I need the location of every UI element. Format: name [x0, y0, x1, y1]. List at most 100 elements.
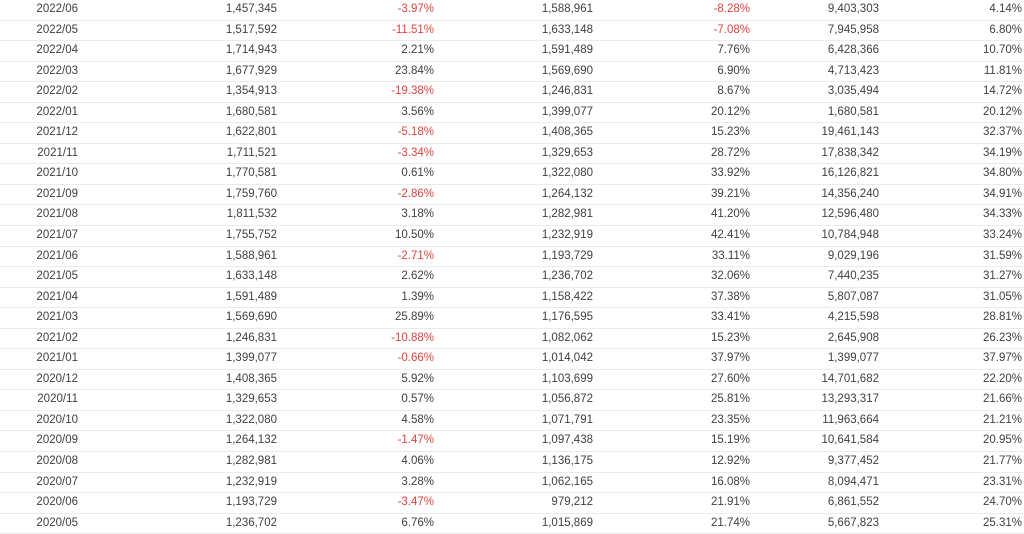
cumulative-value-cell: 14,356,240	[750, 184, 879, 206]
yoy-change-pct-cell: 33.41%	[593, 307, 750, 329]
prior-year-month-value-cell: 979,212	[434, 492, 593, 514]
table-row: 2022/02 1,354,913 -19.38% 1,246,831 8.67% 3,0…	[0, 81, 1024, 103]
mom-change-pct-cell: -3.47%	[277, 492, 434, 514]
month-cell: 2020/07	[0, 472, 78, 494]
table-row: 2021/05 1,633,148 2.62% 1,236,702 32.06% 7,44…	[0, 266, 1024, 288]
monthly-value-cell: 1,755,752	[78, 225, 277, 247]
cumulative-yoy-pct-cell: 33.24%	[879, 225, 1024, 247]
cumulative-value-cell: 9,029,196	[750, 246, 879, 268]
mom-change-pct-cell: -1.47%	[277, 430, 434, 453]
yoy-change-pct-cell: 12.92%	[593, 451, 750, 473]
cumulative-value-cell: 7,440,235	[750, 266, 879, 288]
cumulative-yoy-pct-cell: 21.21%	[879, 410, 1024, 432]
month-cell: 2021/05	[0, 266, 78, 288]
table-row: 2021/10 1,770,581 0.61% 1,322,080 33.92% 16,1…	[0, 163, 1024, 185]
prior-year-month-value-cell: 1,071,791	[434, 410, 593, 432]
monthly-value-cell: 1,517,592	[78, 20, 277, 42]
table-row: 2021/03 1,569,690 25.89% 1,176,595 33.41% 4,2…	[0, 307, 1024, 329]
monthly-value-cell: 1,677,929	[78, 61, 277, 83]
table-row: 2022/01 1,680,581 3.56% 1,399,077 20.12% 1,68…	[0, 102, 1024, 124]
prior-year-month-value-cell: 1,408,365	[434, 122, 593, 144]
mom-change-pct-cell: -3.34%	[277, 143, 434, 165]
month-cell: 2021/02	[0, 328, 78, 350]
cumulative-yoy-pct-cell: 24.70%	[879, 492, 1024, 514]
cumulative-yoy-pct-cell: 31.27%	[879, 266, 1024, 288]
prior-year-month-value-cell: 1,176,595	[434, 307, 593, 329]
monthly-value-cell: 1,399,077	[78, 348, 277, 370]
mom-change-pct-cell: 5.92%	[277, 369, 434, 391]
table-row: 2022/06 1,457,345 -3.97% 1,588,961 -8.28% 9,4…	[0, 0, 1024, 21]
month-cell: 2021/09	[0, 184, 78, 206]
monthly-value-cell: 1,264,132	[78, 430, 277, 453]
prior-year-month-value-cell: 1,193,729	[434, 246, 593, 268]
monthly-value-cell: 1,759,760	[78, 184, 277, 206]
monthly-value-cell: 1,354,913	[78, 81, 277, 103]
yoy-change-pct-cell: 16.08%	[593, 472, 750, 494]
prior-year-month-value-cell: 1,158,422	[434, 287, 593, 309]
yoy-change-pct-cell: 37.97%	[593, 348, 750, 370]
monthly-value-cell: 1,282,981	[78, 451, 277, 473]
cumulative-yoy-pct-cell: 6.80%	[879, 20, 1024, 42]
cumulative-value-cell: 11,963,664	[750, 410, 879, 432]
monthly-value-cell: 1,680,581	[78, 102, 277, 124]
mom-change-pct-cell: 25.89%	[277, 307, 434, 329]
table-row: 2021/01 1,399,077 -0.66% 1,014,042 37.97% 1,3…	[0, 348, 1024, 370]
monthly-value-cell: 1,322,080	[78, 410, 277, 432]
cumulative-yoy-pct-cell: 34.19%	[879, 143, 1024, 165]
table-row: 2022/03 1,677,929 23.84% 1,569,690 6.90% 4,71…	[0, 61, 1024, 83]
prior-year-month-value-cell: 1,136,175	[434, 451, 593, 473]
monthly-value-cell: 1,714,943	[78, 40, 277, 62]
monthly-value-cell: 1,588,961	[78, 246, 277, 268]
cumulative-value-cell: 8,094,471	[750, 472, 879, 494]
monthly-value-cell: 1,811,532	[78, 204, 277, 227]
month-cell: 2021/07	[0, 225, 78, 247]
prior-year-month-value-cell: 1,282,981	[434, 204, 593, 227]
cumulative-value-cell: 10,784,948	[750, 225, 879, 247]
table-row: 2020/05 1,236,702 6.76% 1,015,869 21.74% 5,66…	[0, 513, 1024, 534]
cumulative-yoy-pct-cell: 11.81%	[879, 61, 1024, 83]
month-cell: 2020/09	[0, 430, 78, 453]
prior-year-month-value-cell: 1,329,653	[434, 143, 593, 165]
cumulative-yoy-pct-cell: 14.72%	[879, 81, 1024, 103]
month-cell: 2022/02	[0, 81, 78, 103]
cumulative-value-cell: 10,641,584	[750, 430, 879, 453]
month-cell: 2021/08	[0, 204, 78, 227]
monthly-value-cell: 1,232,919	[78, 472, 277, 494]
cumulative-yoy-pct-cell: 4.14%	[879, 0, 1024, 21]
month-cell: 2022/06	[0, 0, 78, 21]
monthly-value-cell: 1,193,729	[78, 492, 277, 514]
cumulative-value-cell: 16,126,821	[750, 163, 879, 185]
cumulative-yoy-pct-cell: 28.81%	[879, 307, 1024, 329]
month-cell: 2021/04	[0, 287, 78, 309]
cumulative-value-cell: 9,377,452	[750, 451, 879, 473]
mom-change-pct-cell: -0.66%	[277, 348, 434, 370]
mom-change-pct-cell: 3.28%	[277, 472, 434, 494]
cumulative-yoy-pct-cell: 21.66%	[879, 389, 1024, 411]
prior-year-month-value-cell: 1,062,165	[434, 472, 593, 494]
table-row: 2020/09 1,264,132 -1.47% 1,097,438 15.19% 10,…	[0, 430, 1024, 453]
cumulative-value-cell: 5,667,823	[750, 513, 879, 534]
yoy-change-pct-cell: 27.60%	[593, 369, 750, 391]
yoy-change-pct-cell: 15.23%	[593, 328, 750, 350]
prior-year-month-value-cell: 1,633,148	[434, 20, 593, 42]
prior-year-month-value-cell: 1,232,919	[434, 225, 593, 247]
month-cell: 2022/05	[0, 20, 78, 42]
monthly-value-cell: 1,770,581	[78, 163, 277, 185]
cumulative-value-cell: 19,461,143	[750, 122, 879, 144]
cumulative-yoy-pct-cell: 21.77%	[879, 451, 1024, 473]
yoy-change-pct-cell: 7.76%	[593, 40, 750, 62]
yoy-change-pct-cell: 25.81%	[593, 389, 750, 411]
mom-change-pct-cell: -19.38%	[277, 81, 434, 103]
month-cell: 2020/08	[0, 451, 78, 473]
yoy-change-pct-cell: 37.38%	[593, 287, 750, 309]
cumulative-value-cell: 1,399,077	[750, 348, 879, 370]
monthly-value-cell: 1,329,653	[78, 389, 277, 411]
yoy-change-pct-cell: 15.23%	[593, 122, 750, 144]
yoy-change-pct-cell: 33.92%	[593, 163, 750, 185]
monthly-value-cell: 1,622,801	[78, 122, 277, 144]
mom-change-pct-cell: -5.18%	[277, 122, 434, 144]
yoy-change-pct-cell: 15.19%	[593, 430, 750, 453]
month-cell: 2022/03	[0, 61, 78, 83]
cumulative-yoy-pct-cell: 34.33%	[879, 204, 1024, 227]
yoy-change-pct-cell: 42.41%	[593, 225, 750, 247]
